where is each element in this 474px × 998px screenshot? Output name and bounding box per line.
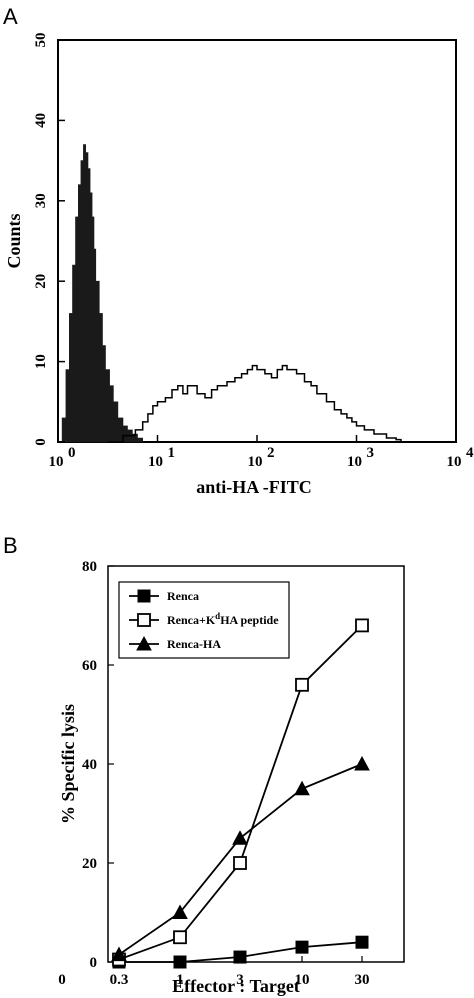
y-tick-label: 20 [33,274,49,289]
panel-a-label: A [3,4,18,29]
x-tick-label: 3 [236,972,244,988]
legend-label: Renca-HA [167,637,221,651]
histogram-outline-series [108,364,402,443]
data-point-filled-square [137,589,151,603]
legend-label: Renca [167,589,199,603]
data-point-filled-square [233,950,247,964]
data-point-filled-triangle [294,780,310,796]
y-tick-label: 40 [33,113,49,128]
x-tick-label: 10 [347,454,362,470]
legend: Renca Renca+KdHA peptide Renca-HA [118,581,290,659]
y-tick-label: 0 [33,438,49,446]
legend-label: Renca+KdHA peptide [167,611,279,627]
data-point-filled-square [295,940,309,954]
data-point-filled-triangle [354,755,370,771]
x-tick-label: 10 [447,454,462,470]
x-tick-label: 10 [295,972,310,988]
y-tick-label: 0 [90,955,98,971]
x-tick-label: 1 [176,972,184,988]
data-point-filled-triangle [232,830,248,845]
data-point-filled-triangle [136,635,152,651]
x-axis-ticks-b: 0 0.3 1 3 10 30 [58,956,370,988]
plot-frame-a [57,39,457,443]
x-tick-label: 30 [355,972,370,988]
x-tick-label: 10 [49,454,64,470]
y-tick-label: 50 [33,33,49,48]
y-axis-ticks-a: 0 10 20 30 40 50 [33,33,65,446]
data-point-open-square [295,677,309,692]
lysis-series-group [111,618,370,969]
x-tick-exponent: 2 [267,445,275,461]
data-point-filled-triangle [172,904,188,919]
y-tick-label: 30 [33,193,49,208]
data-point-filled-square [355,935,369,949]
y-tick-label: 20 [82,856,97,872]
x-tick-exponent: 4 [466,445,474,461]
histogram-filled-series [58,144,143,443]
x-tick-label: 10 [248,454,263,470]
y-tick-label: 40 [82,757,97,773]
panel-b-label: B [3,533,18,558]
data-point-open-square [355,618,369,633]
y-axis-ticks-b: 0 20 40 60 80 [82,559,114,971]
x-tick-exponent: 0 [68,445,76,461]
x-axis-title-a: anti-HA -FITC [196,477,312,497]
x-tick-label: 0 [58,972,66,988]
lysis-chart: 0 20 40 60 80 0 0.3 1 3 10 30 Renca Renca+KdHA pep… [58,559,405,996]
x-axis-title-b: Effector : Target [172,976,300,996]
data-point-open-square [173,930,187,945]
y-tick-label: 60 [82,658,97,674]
y-axis-title-b: % Specific lysis [58,704,78,824]
histogram-series-group [58,144,402,443]
series-line [118,624,363,961]
x-tick-label: 10 [148,454,163,470]
y-axis-title-a: Counts [4,213,24,268]
x-tick-exponent: 1 [168,445,176,461]
data-point-filled-triangle [111,946,127,962]
data-point-open-square [137,613,151,627]
y-tick-label: 10 [33,354,49,369]
data-point-open-square [233,856,247,870]
y-tick-label: 80 [82,559,97,575]
x-tick-label: 0.3 [110,972,129,988]
x-tick-exponent: 3 [367,445,375,461]
data-point-filled-square [173,955,187,969]
